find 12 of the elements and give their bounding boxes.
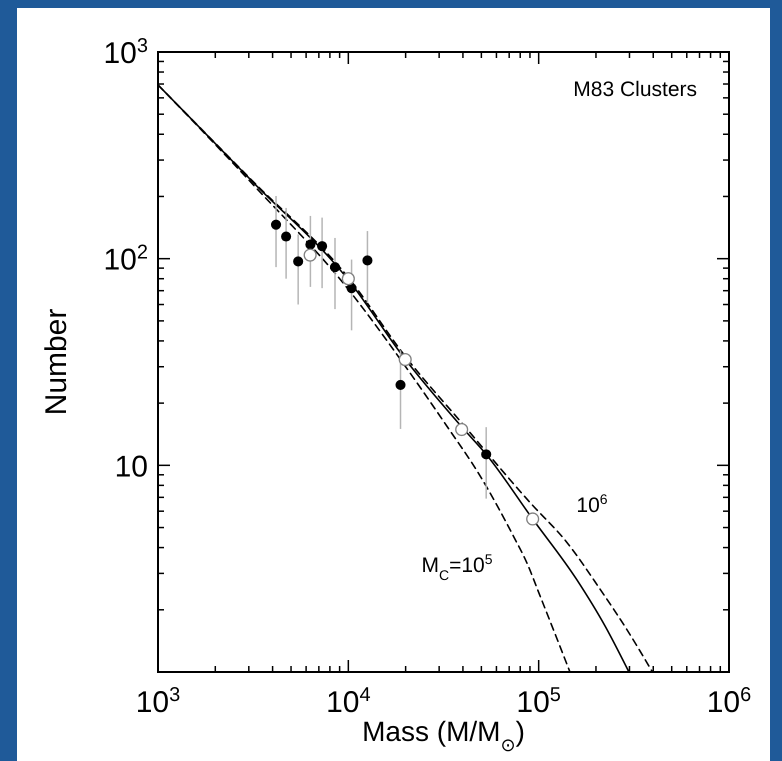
- y-tick-label: 10$^{2}$: [104, 242, 148, 277]
- x-tick-label: 10$^{6}$: [706, 684, 752, 719]
- y-axis-title: Number: [40, 308, 73, 416]
- annotation: 10$^{6}$: [576, 491, 608, 517]
- annotation: M83 Clusters: [573, 78, 697, 101]
- y-tick-label: 10: [114, 450, 148, 484]
- y-tick-label: 10$^{3}$: [104, 35, 148, 70]
- x-tick-label: 10$^{4}$: [326, 684, 371, 719]
- x-axis-title: Mass (M/M$_{⊙}$): [362, 716, 525, 755]
- annotation: M$_{C}$=10$^{5}$: [421, 551, 493, 583]
- x-tick-label: 10$^{3}$: [136, 684, 180, 719]
- x-tick-label: 10$^{5}$: [516, 684, 561, 719]
